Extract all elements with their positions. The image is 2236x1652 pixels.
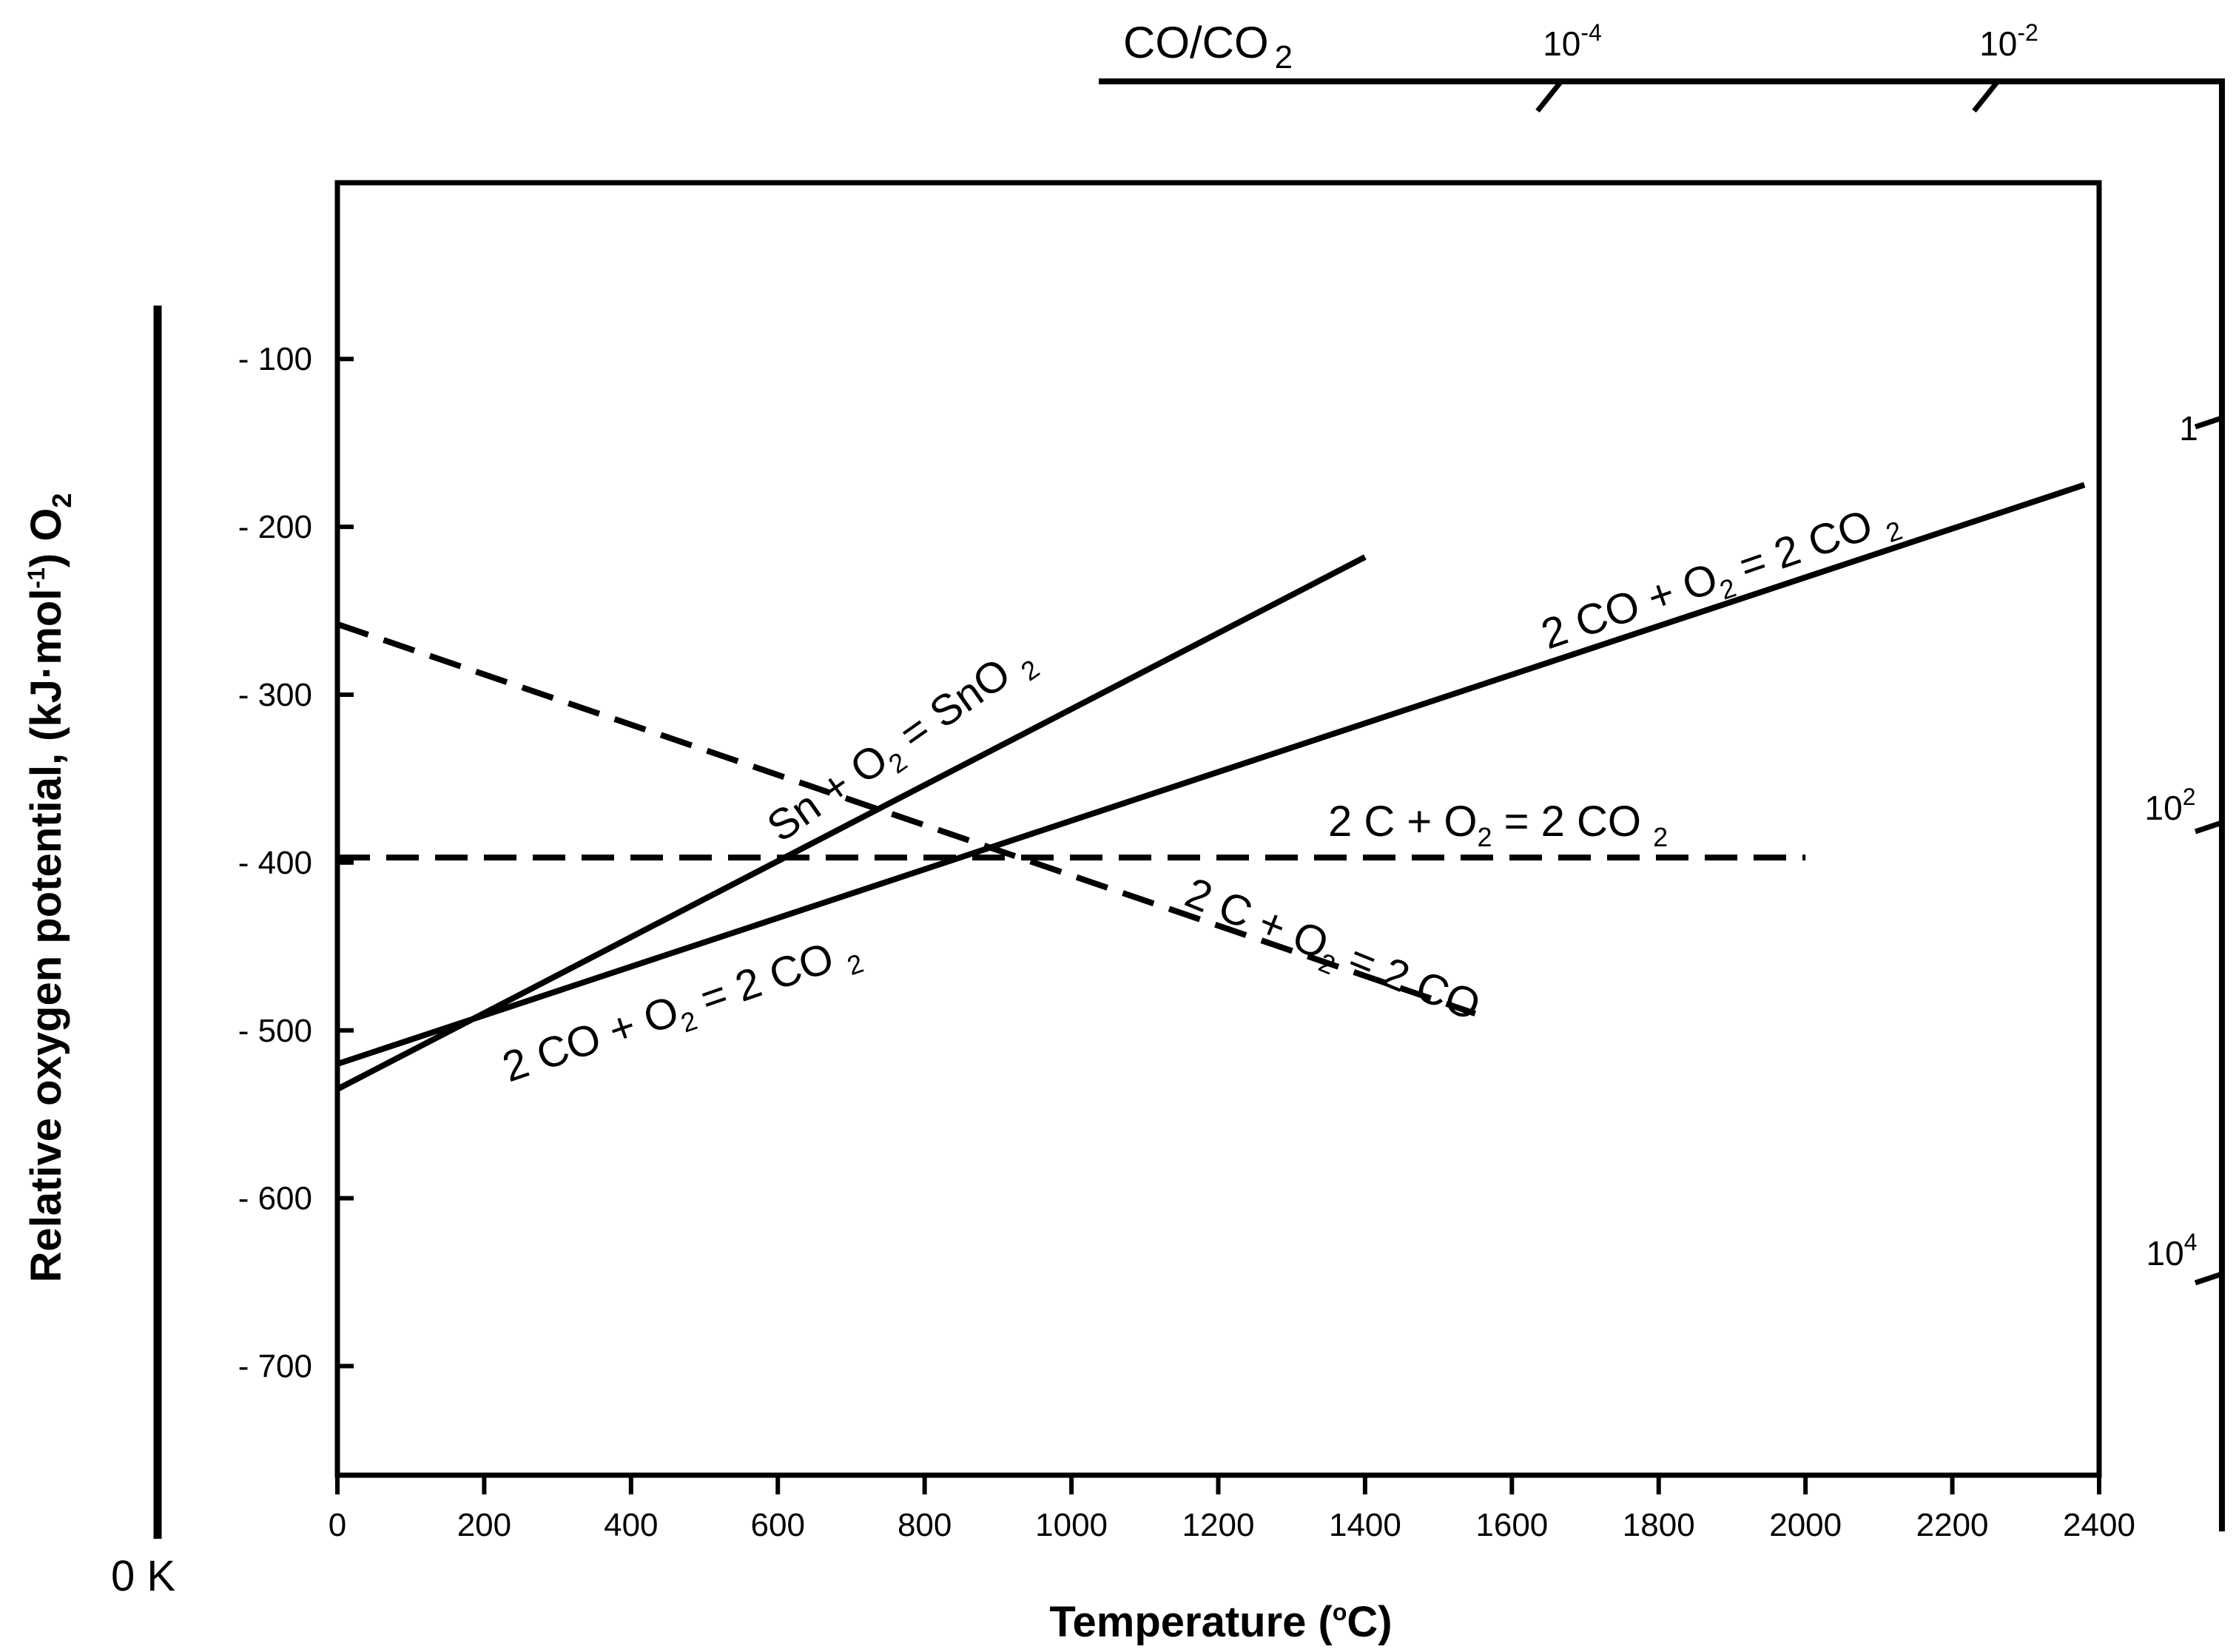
x-tick-label: 1600 — [1475, 1507, 1548, 1543]
x-axis-title: Temperature (oC) — [1049, 1598, 1392, 1646]
plot-frame — [334, 180, 2102, 1478]
label-c-co: 2 C + O2 = 2 CO — [1176, 869, 1487, 1036]
x-tick-label: 1200 — [1182, 1507, 1255, 1543]
x-tick-label: 400 — [604, 1507, 658, 1543]
x-tick-label: 1400 — [1329, 1507, 1401, 1543]
scale-tick — [2194, 1271, 2223, 1286]
label-co-co2-upper: 2 CO + O2 = 2 CO 2 — [1535, 492, 1906, 665]
series-line-0 — [336, 554, 1367, 1092]
scale-tick — [1535, 79, 1563, 113]
x-tick-label: 1000 — [1035, 1507, 1108, 1543]
y-tick-label: - 300 — [238, 677, 312, 713]
y-tick-label: - 700 — [238, 1349, 312, 1385]
x-tick-label: 1800 — [1623, 1507, 1695, 1543]
scale-label: 10-4 — [1543, 19, 1602, 63]
x-tick-label: 800 — [898, 1507, 952, 1543]
scale-tick — [2194, 415, 2223, 430]
x-axis-ticks: 0 200 400 600 800 1000 1200 1400 1600 1800 2000 220… — [329, 1475, 2135, 1543]
scale-label: 10-2 — [1979, 19, 2038, 63]
y-tick-label: - 100 — [238, 341, 312, 377]
scale-tick — [2194, 820, 2223, 835]
zero-kelvin-label: 0 K — [111, 1552, 175, 1600]
y-axis-title: Relative oxygen potential, (kJ·mol-1) O2 — [22, 493, 77, 1283]
scale-label: 102 — [2145, 783, 2196, 827]
y-tick-label: - 200 — [238, 509, 312, 545]
x-tick-label: 200 — [457, 1507, 511, 1543]
scale-label: 1 — [2179, 409, 2198, 448]
series-lines — [336, 482, 2086, 1092]
x-tick-label: 0 — [329, 1507, 346, 1543]
co-co2-scale: CO/CO 2 10-4 10-2 1 102 104 — [1099, 18, 2225, 1531]
y-tick-label: - 500 — [238, 1013, 312, 1049]
label-c-co2: 2 C + O2 = 2 CO 2 — [1328, 798, 1668, 852]
scale-label: 104 — [2146, 1229, 2198, 1272]
y-tick-label: - 400 — [238, 845, 312, 881]
x-tick-label: 2200 — [1916, 1507, 1989, 1543]
co-co2-scale-title: CO/CO 2 — [1123, 18, 1293, 75]
scale-tick — [1972, 79, 2000, 113]
x-tick-label: 600 — [751, 1507, 805, 1543]
y-tick-label: - 600 — [238, 1181, 312, 1217]
y-axis-ticks: - 100 - 200 - 300 - 400 - 500 - 600 - 700 — [238, 341, 354, 1385]
x-tick-label: 2000 — [1769, 1507, 1842, 1543]
x-tick-label: 2400 — [2063, 1507, 2135, 1543]
series-line-3 — [336, 621, 1477, 1017]
series-line-1 — [336, 482, 2086, 1067]
